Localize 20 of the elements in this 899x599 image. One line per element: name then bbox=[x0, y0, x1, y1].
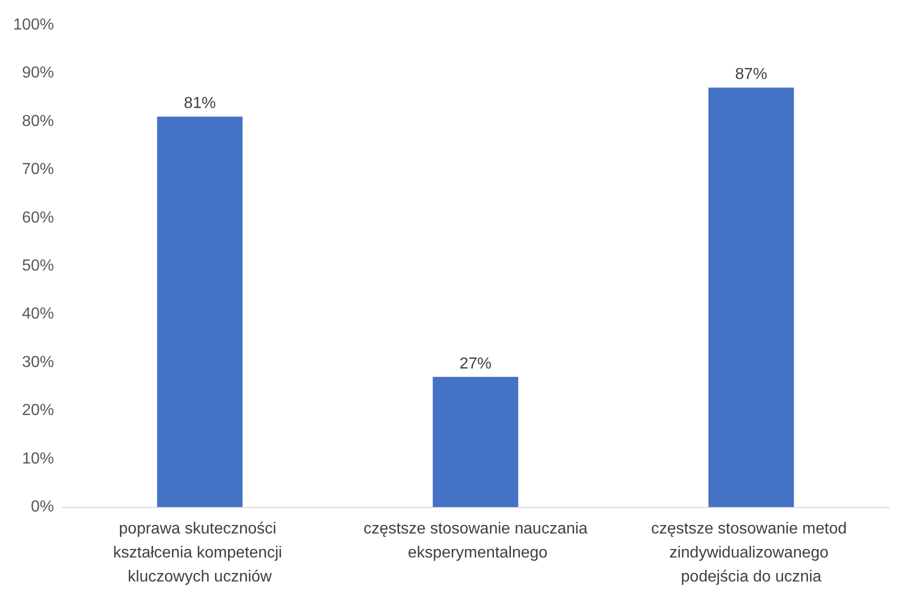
x-tick-label: poprawa skuteczności kształcenia kompetencji kluczowych uczniów bbox=[113, 520, 287, 586]
y-tick-label: 90% bbox=[22, 64, 54, 82]
data-label: 81% bbox=[184, 95, 216, 112]
data-label: 87% bbox=[735, 66, 768, 84]
bar bbox=[157, 116, 243, 507]
y-tick-label: 40% bbox=[22, 306, 54, 323]
data-label: 27% bbox=[459, 355, 492, 372]
bar bbox=[432, 376, 518, 507]
y-tick-label: 80% bbox=[22, 112, 54, 130]
y-tick-label: 70% bbox=[22, 161, 54, 178]
bar bbox=[708, 88, 794, 507]
x-tick-label: częstsze stosowanie metod zindywidualizowanego podejścia do ucznia bbox=[651, 520, 852, 586]
y-tick-label: 100% bbox=[13, 16, 54, 34]
y-tick-label: 60% bbox=[22, 209, 54, 226]
x-tick-label: częstsze stosowanie nauczania eksperymentalnego bbox=[363, 520, 588, 562]
y-tick-label: 0% bbox=[30, 498, 54, 516]
y-tick-label: 30% bbox=[22, 354, 54, 371]
y-tick-label: 20% bbox=[22, 402, 54, 420]
y-tick-label: 10% bbox=[22, 450, 54, 468]
y-tick-label: 50% bbox=[22, 258, 54, 274]
